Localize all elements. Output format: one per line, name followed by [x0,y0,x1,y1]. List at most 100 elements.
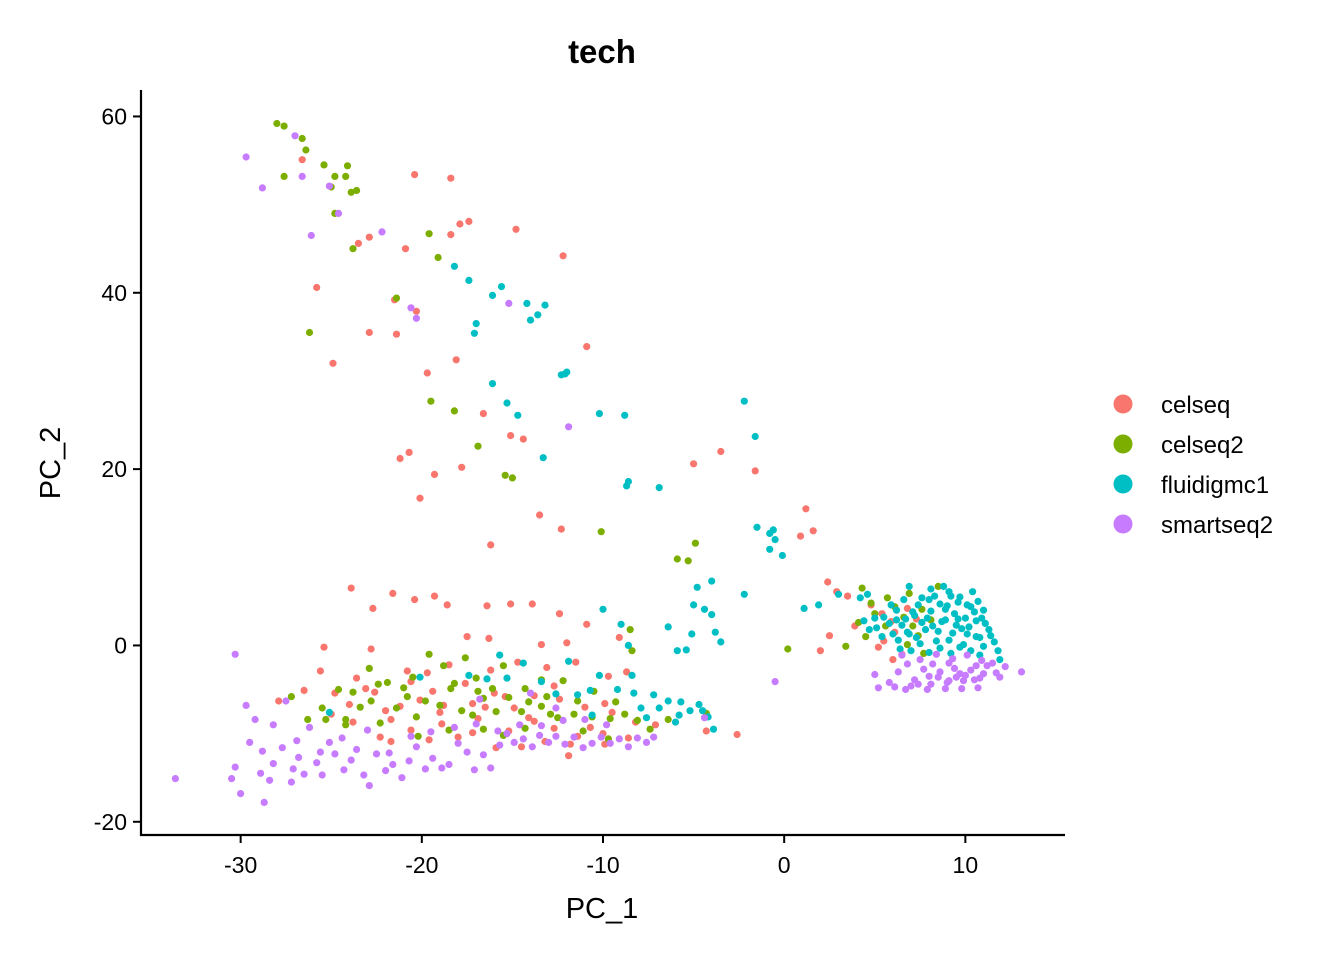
data-point [941,605,950,613]
data-point [318,771,326,779]
data-point [733,730,741,739]
data-point [892,616,901,624]
data-point [436,708,444,717]
data-point [903,641,912,649]
data-point [862,633,870,641]
data-point [988,659,997,667]
data-point [565,752,573,760]
data-point [427,728,435,736]
data-point [967,666,975,674]
data-point [398,774,406,782]
data-point [423,669,431,677]
data-point [873,624,881,632]
data-point [411,596,419,604]
data-point [699,707,707,715]
data-point [979,642,988,650]
data-point [537,641,546,649]
data-point [356,703,364,711]
data-point [487,666,495,674]
data-point [374,680,382,688]
data-point [458,463,466,471]
data-point [416,494,424,502]
data-point [438,720,446,728]
data-point [711,628,719,636]
data-point [516,721,524,729]
data-point [382,707,390,715]
y-tick-label: 40 [101,280,127,306]
data-point [834,590,843,598]
data-point [555,610,564,618]
data-point [295,753,303,762]
data-point [505,299,513,307]
data-point [445,760,453,769]
x-axis-title: PC_1 [566,893,639,925]
data-point [258,747,266,755]
data-point [354,239,362,247]
data-point [918,594,926,602]
data-point [421,697,429,705]
data-point [472,720,480,728]
data-point [945,659,953,667]
data-point [443,601,451,609]
data-point [978,614,986,622]
data-point [751,432,759,441]
data-point [278,744,286,752]
data-point [902,685,910,694]
data-point [932,650,941,658]
data-point [425,736,433,744]
data-point [483,675,491,683]
data-point [903,628,912,636]
data-point [260,798,268,807]
data-point [885,678,893,687]
data-point [501,471,509,479]
data-point [809,527,817,535]
data-point [979,606,988,614]
data-point [802,505,810,513]
data-point [293,737,301,745]
data-point [496,741,504,749]
data-point [470,766,478,774]
data-point [512,225,520,233]
data-point [671,718,680,726]
data-point [900,596,908,604]
data-point [887,601,895,609]
data-point [883,594,892,602]
data-point [914,680,922,688]
data-point [690,601,698,609]
data-point [472,320,480,328]
data-point [497,283,506,291]
data-point [349,245,357,253]
data-point [601,700,609,708]
data-point [615,735,623,743]
data-point [905,582,913,591]
series-celseq [275,156,921,760]
data-point [969,588,977,596]
data-point [300,686,308,695]
data-point [287,693,295,701]
data-point [673,647,681,655]
data-point [392,330,401,338]
data-point [581,715,589,724]
data-point [365,233,373,241]
data-point [488,291,497,299]
data-point [972,617,980,625]
data-point [815,601,823,609]
data-point [970,608,979,616]
legend-label: celseq2 [1161,432,1244,459]
data-point [499,662,507,670]
data-point [291,132,299,140]
data-point [920,665,928,673]
data-point [961,671,970,680]
data-point [561,370,569,378]
data-point [273,119,281,128]
data-point [825,632,834,640]
data-point [530,717,538,725]
data-point [606,739,614,747]
legend-key [1113,394,1133,414]
data-point [329,359,337,367]
data-point [599,605,607,613]
data-point [932,637,941,645]
legend-item-celseq: celseq [1113,392,1230,419]
data-point [557,525,565,533]
